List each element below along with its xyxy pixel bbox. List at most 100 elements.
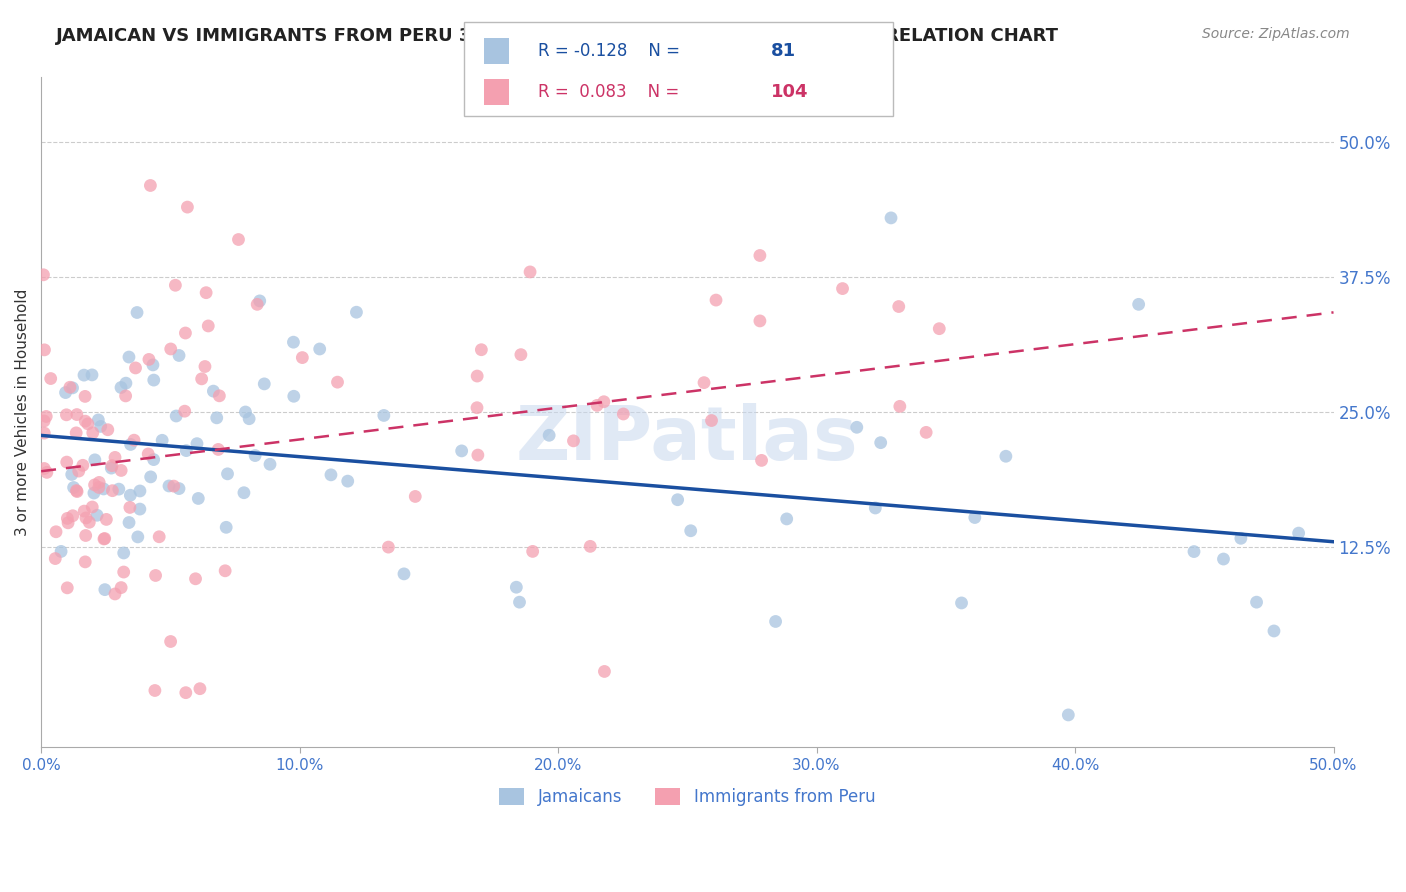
Point (470, 343, 492, 357)
Point (93, 532, 115, 546)
Point (32, 414, 55, 428)
Point (112, 546, 135, 560)
Point (283, 335, 305, 350)
Point (120, 437, 142, 451)
Point (73, 368, 96, 383)
Point (125, 305, 148, 319)
Point (79, 515, 101, 529)
Point (748, 248, 770, 262)
Point (963, 510, 986, 524)
Point (593, 394, 616, 409)
Point (72, 458, 94, 473)
Point (217, 467, 239, 481)
Point (915, 425, 938, 440)
Point (108, 482, 131, 496)
Point (1230, 531, 1253, 545)
Point (249, 293, 271, 308)
Point (465, 401, 488, 415)
Point (143, 683, 166, 698)
Point (1128, 297, 1150, 311)
Point (83, 453, 105, 467)
Point (118, 516, 141, 530)
Point (110, 380, 132, 394)
Point (208, 389, 231, 403)
Point (259, 457, 281, 471)
Point (845, 420, 868, 434)
Point (186, 436, 208, 450)
Point (195, 285, 218, 300)
Point (308, 342, 330, 356)
Point (1212, 552, 1234, 566)
Point (32, 461, 55, 475)
Point (165, 278, 187, 293)
Point (80, 368, 103, 382)
Point (75, 511, 97, 525)
Point (336, 474, 359, 488)
Point (82, 425, 104, 440)
Text: R = -0.128    N =: R = -0.128 N = (538, 42, 686, 60)
Text: ZIPatlas: ZIPatlas (516, 402, 859, 475)
Point (66, 408, 89, 422)
Point (467, 448, 489, 462)
Point (1182, 544, 1205, 558)
Point (215, 520, 238, 534)
Point (751, 453, 773, 467)
Point (62, 381, 84, 395)
Point (67, 464, 90, 478)
Point (44, 551, 66, 566)
Point (207, 442, 229, 457)
Point (704, 293, 727, 307)
Point (60, 467, 83, 482)
Point (148, 530, 170, 544)
Point (62, 508, 84, 523)
Point (167, 349, 190, 363)
Point (869, 435, 891, 450)
Point (519, 265, 541, 279)
Point (62, 481, 84, 495)
Point (34, 426, 56, 441)
Point (136, 447, 159, 461)
Point (174, 326, 197, 340)
Point (89, 475, 111, 490)
Point (128, 502, 150, 516)
Point (138, 352, 160, 367)
Point (75, 528, 97, 542)
Point (90, 419, 112, 434)
Point (87, 480, 110, 494)
Point (612, 407, 634, 421)
Point (228, 233, 250, 247)
Point (83, 478, 105, 492)
Point (880, 211, 903, 225)
Point (114, 389, 136, 403)
Point (75, 555, 97, 569)
Text: Source: ZipAtlas.com: Source: ZipAtlas.com (1202, 27, 1350, 41)
Point (373, 409, 395, 423)
Point (776, 512, 799, 526)
Point (157, 479, 180, 493)
Point (679, 524, 702, 538)
Point (700, 413, 723, 427)
Point (159, 342, 181, 356)
Point (118, 350, 141, 364)
Point (104, 450, 127, 465)
Point (39, 371, 62, 385)
Text: 81: 81 (770, 42, 796, 60)
Point (579, 540, 602, 554)
Point (1263, 624, 1285, 638)
Point (283, 389, 305, 403)
Point (55, 385, 77, 400)
Point (505, 580, 527, 594)
Point (66, 484, 89, 499)
Point (139, 470, 162, 484)
Point (377, 540, 399, 554)
Point (232, 485, 254, 500)
Point (93, 482, 115, 496)
Point (205, 410, 228, 425)
Point (509, 348, 531, 362)
Point (538, 428, 561, 442)
Point (243, 449, 266, 463)
Point (75, 414, 97, 428)
Point (55, 408, 77, 422)
Point (142, 373, 165, 387)
Point (110, 463, 132, 477)
